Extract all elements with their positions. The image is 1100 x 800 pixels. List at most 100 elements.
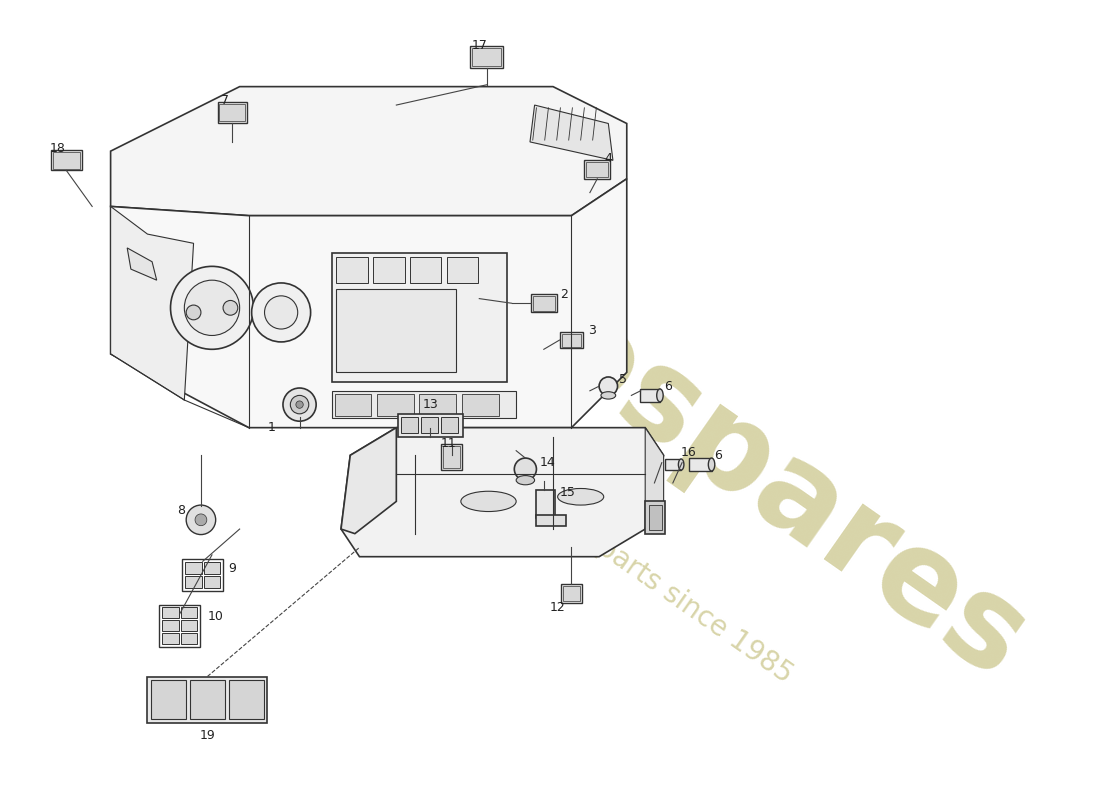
Polygon shape [111, 206, 194, 400]
Bar [160, 605, 200, 647]
Text: 11: 11 [441, 437, 456, 450]
Bar [690, 458, 712, 471]
Bar [563, 586, 580, 601]
Bar [410, 257, 441, 283]
Circle shape [296, 401, 304, 408]
Text: 6: 6 [714, 449, 723, 462]
Bar [334, 394, 372, 416]
Bar [218, 102, 248, 122]
Text: 5: 5 [619, 374, 627, 386]
Bar [190, 680, 224, 719]
Bar [441, 444, 462, 470]
Bar [51, 150, 82, 170]
Polygon shape [646, 428, 663, 529]
Text: 7: 7 [221, 94, 229, 107]
Bar [147, 677, 267, 722]
Bar [204, 562, 220, 574]
Text: 12: 12 [550, 601, 565, 614]
Bar [398, 414, 463, 437]
Circle shape [186, 505, 216, 534]
Circle shape [170, 266, 253, 350]
Text: 1: 1 [268, 421, 276, 434]
Bar [162, 607, 179, 618]
Bar [53, 152, 80, 169]
Circle shape [186, 305, 201, 320]
Bar [584, 160, 610, 178]
Ellipse shape [558, 489, 604, 505]
Bar [151, 680, 186, 719]
Ellipse shape [657, 389, 663, 402]
Bar [162, 633, 179, 644]
Text: 6: 6 [663, 380, 671, 393]
Circle shape [264, 296, 298, 329]
Bar [180, 620, 197, 631]
Bar [337, 257, 367, 283]
Circle shape [600, 377, 617, 395]
Text: 13: 13 [422, 398, 438, 411]
Text: 3: 3 [588, 324, 596, 338]
Text: 15: 15 [560, 486, 575, 498]
Bar [185, 562, 202, 574]
Text: 10: 10 [208, 610, 223, 623]
Polygon shape [128, 248, 156, 280]
Bar [470, 46, 504, 68]
Bar [332, 253, 507, 382]
Text: 17: 17 [472, 38, 487, 52]
Bar [162, 620, 179, 631]
Bar [441, 417, 458, 433]
Bar [443, 446, 460, 468]
Bar [332, 390, 516, 418]
Text: 18: 18 [50, 142, 65, 155]
Circle shape [515, 458, 537, 480]
Ellipse shape [679, 459, 684, 470]
Bar [377, 394, 414, 416]
Bar [373, 257, 405, 283]
Ellipse shape [601, 392, 616, 399]
Text: 2: 2 [560, 287, 569, 301]
Ellipse shape [516, 475, 535, 485]
Bar [337, 290, 456, 372]
Bar [447, 257, 478, 283]
Bar [421, 417, 438, 433]
Polygon shape [111, 86, 627, 216]
Circle shape [223, 301, 238, 315]
Text: 8: 8 [177, 504, 186, 517]
Text: 14: 14 [540, 456, 556, 469]
Bar [531, 294, 557, 313]
Polygon shape [530, 105, 613, 160]
Bar [219, 104, 245, 121]
Ellipse shape [461, 491, 516, 511]
Bar [419, 394, 456, 416]
Bar [462, 394, 498, 416]
Bar [183, 559, 223, 590]
Bar [400, 417, 418, 433]
Circle shape [283, 388, 316, 421]
Bar [560, 332, 583, 348]
Polygon shape [111, 178, 627, 428]
Bar [229, 680, 264, 719]
Circle shape [185, 280, 240, 335]
Circle shape [252, 283, 310, 342]
Bar [532, 296, 554, 310]
Text: 9: 9 [229, 562, 236, 575]
Circle shape [290, 395, 309, 414]
Ellipse shape [708, 458, 715, 471]
Text: eurospares: eurospares [333, 151, 1049, 704]
Bar [562, 334, 581, 346]
Bar [649, 505, 662, 530]
Bar [640, 389, 660, 402]
Bar [537, 515, 565, 526]
Text: 4: 4 [604, 152, 613, 165]
Circle shape [195, 514, 207, 526]
Polygon shape [341, 428, 663, 557]
Bar [204, 576, 220, 588]
Bar [537, 490, 554, 518]
Text: 16: 16 [680, 446, 696, 459]
Bar [472, 48, 502, 66]
Polygon shape [341, 428, 396, 534]
Text: a passion for parts since 1985: a passion for parts since 1985 [438, 425, 798, 689]
Bar [664, 459, 681, 470]
Text: 19: 19 [199, 729, 216, 742]
Bar [180, 607, 197, 618]
Bar [561, 584, 582, 602]
